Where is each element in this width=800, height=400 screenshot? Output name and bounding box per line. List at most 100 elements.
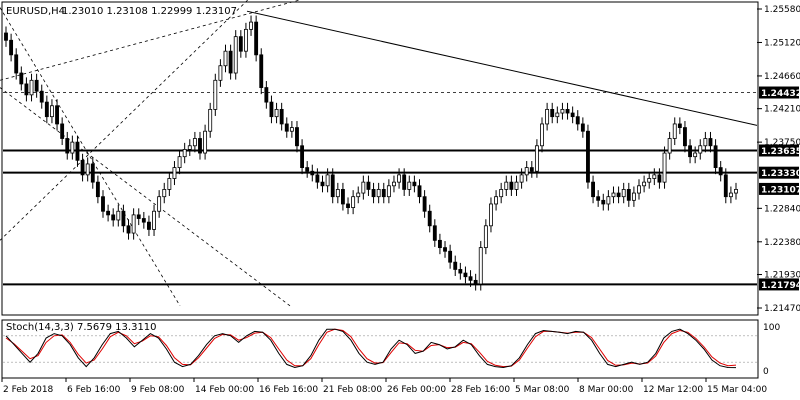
candle-body xyxy=(478,247,483,285)
candle-body xyxy=(412,181,417,187)
candle-body xyxy=(703,138,708,147)
candle-body xyxy=(432,225,437,241)
candle-body xyxy=(550,108,555,118)
candle-body xyxy=(642,181,647,187)
candle-body xyxy=(489,203,493,227)
candle-body xyxy=(422,196,427,212)
y-tick-label: 1.25120 xyxy=(764,38,800,48)
candle-body xyxy=(672,123,677,139)
candle-body xyxy=(116,210,121,221)
candle-body xyxy=(249,21,253,30)
candle-body xyxy=(565,108,570,114)
candle-body xyxy=(9,39,14,56)
candle-body xyxy=(647,178,652,183)
stoch-y-tick-label: 0 xyxy=(763,367,769,377)
level-price-label: 1.23330 xyxy=(761,169,800,179)
channel-line xyxy=(0,87,291,307)
candle-body xyxy=(718,167,723,176)
candle-body xyxy=(616,192,621,198)
candle-body xyxy=(371,189,376,198)
current-price-label: 1.23107 xyxy=(761,185,800,195)
x-tick-label: 12 Mar 12:00 xyxy=(643,385,703,395)
candle-body xyxy=(325,174,330,187)
candle-body xyxy=(427,210,432,227)
candle-body xyxy=(106,210,111,216)
y-tick-label: 1.21470 xyxy=(764,304,800,314)
candle-body xyxy=(683,127,687,147)
candle-body xyxy=(468,276,473,281)
candle-body xyxy=(320,181,325,187)
level-price-label: 1.23635 xyxy=(761,147,800,157)
candle-body xyxy=(141,218,146,223)
candle-body xyxy=(473,279,478,285)
candle-body xyxy=(606,196,611,205)
candle-body xyxy=(637,185,641,194)
candle-body xyxy=(208,108,213,132)
candle-body xyxy=(529,167,534,172)
candle-body xyxy=(524,167,529,176)
candle-body xyxy=(591,181,595,198)
candle-body xyxy=(723,174,728,198)
candle-body xyxy=(356,192,361,198)
level-price-tag xyxy=(759,144,799,157)
candle-body xyxy=(514,181,519,190)
candle-body xyxy=(152,210,156,230)
candle-body xyxy=(4,32,8,41)
indicator-y-axis: 100 0 xyxy=(763,323,780,377)
x-tick-label: 8 Mar 00:00 xyxy=(579,385,634,395)
candle-body xyxy=(182,149,187,158)
candle-body xyxy=(243,28,248,52)
candle-body xyxy=(688,145,692,158)
candle-body xyxy=(626,189,631,201)
candle-body xyxy=(101,196,105,212)
y-tick-label: 1.25580 xyxy=(764,5,800,15)
candle-body xyxy=(233,36,238,74)
candle-body xyxy=(662,152,667,183)
candle-body xyxy=(90,163,95,183)
candle-body xyxy=(504,181,509,190)
indicator-label: Stoch(14,3,3) 7.5679 13.3110 xyxy=(6,322,157,333)
candle-body xyxy=(24,83,29,96)
y-tick-label: 1.23750 xyxy=(764,138,800,148)
candle-body xyxy=(131,214,136,234)
y-axis: 1.25580 1.25120 1.24660 1.24210 1.23750 1.228… xyxy=(757,5,800,314)
candle-body xyxy=(228,50,233,74)
candle-body xyxy=(238,36,243,52)
candle-body xyxy=(397,174,402,183)
candle-body xyxy=(657,174,662,183)
candle-body xyxy=(392,181,396,187)
x-tick-label: 15 Mar 04:00 xyxy=(707,385,767,395)
level-price-label: 1.24432 xyxy=(761,89,800,99)
candle-body xyxy=(198,138,202,154)
x-tick-label: 28 Feb 16:00 xyxy=(451,385,510,395)
y-tick-label: 1.22840 xyxy=(764,204,800,214)
candle-body xyxy=(494,196,499,205)
candle-body xyxy=(55,105,59,125)
candle-body xyxy=(580,123,585,132)
candle-body xyxy=(136,214,141,219)
channel-line xyxy=(0,7,181,307)
y-tick-label: 1.24660 xyxy=(764,72,800,82)
candle-body xyxy=(203,130,208,154)
candle-body xyxy=(351,196,356,209)
candle-body xyxy=(254,21,259,56)
candle-body xyxy=(50,105,54,118)
x-tick-label: 21 Feb 08:00 xyxy=(323,385,382,395)
y-tick-label: 1.22380 xyxy=(764,238,800,248)
candle-body xyxy=(289,127,294,132)
x-tick-label: 26 Feb 00:00 xyxy=(387,385,446,395)
level-price-tag xyxy=(759,166,799,179)
x-tick-label: 5 Mar 08:00 xyxy=(515,385,570,395)
stoch-y-tick-label: 100 xyxy=(763,323,780,333)
candle-body xyxy=(177,156,182,168)
candle-body xyxy=(126,225,131,234)
candle-body xyxy=(534,145,539,172)
candle-body xyxy=(310,170,315,176)
candle-body xyxy=(274,108,279,118)
candle-body xyxy=(734,189,738,194)
candle-body xyxy=(437,239,442,249)
candle-body xyxy=(708,138,713,147)
candle-body xyxy=(376,189,381,198)
